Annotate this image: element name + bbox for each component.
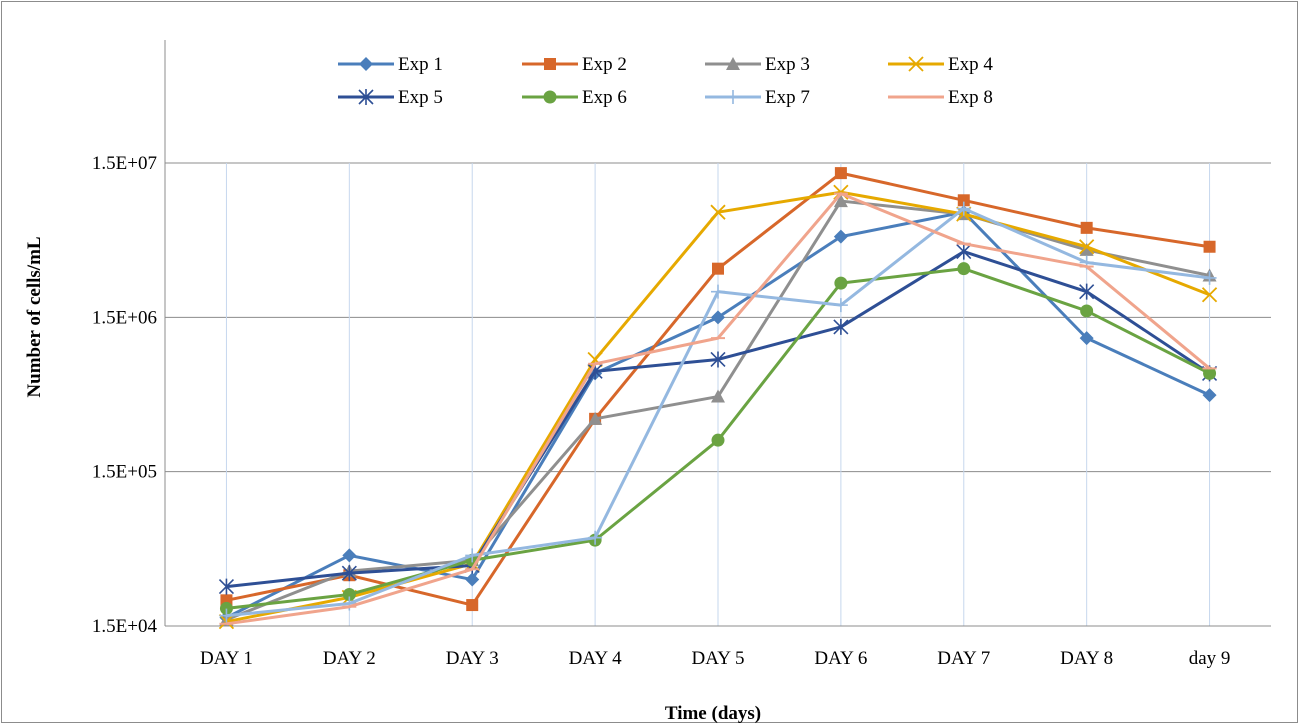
legend: Exp 1 Exp 2 Exp 3 Exp 4 Exp 5 Exp 6 Exp 7 Exp 8 — [338, 54, 993, 108]
data-point — [956, 243, 972, 260]
data-point — [711, 433, 725, 447]
x-tick-label: DAY 4 — [569, 648, 622, 669]
legend-label: Exp 3 — [765, 54, 810, 75]
data-point — [1080, 304, 1094, 318]
x-tick-label: DAY 2 — [323, 648, 376, 669]
legend-marker — [543, 90, 557, 104]
legend-item: Exp 6 — [522, 87, 627, 108]
data-point — [1203, 366, 1217, 380]
data-point — [588, 411, 603, 425]
x-axis-title: Time (days) — [665, 703, 761, 724]
data-point — [712, 262, 724, 275]
data-point — [219, 601, 233, 615]
series-exp-8 — [219, 192, 1217, 626]
data-point — [1079, 331, 1094, 346]
data-point — [710, 204, 726, 220]
legend-item: Exp 3 — [705, 54, 810, 75]
data-point — [465, 548, 480, 563]
y-tick-label: 1.5E+05 — [92, 462, 157, 483]
series — [218, 167, 1218, 630]
data-point — [466, 599, 479, 612]
y-axis-title: Number of cells/mL — [24, 236, 45, 397]
legend-label: Exp 7 — [765, 87, 810, 108]
data-point — [1202, 270, 1217, 285]
data-point — [957, 194, 970, 207]
y-tick-label: 1.5E+04 — [92, 616, 158, 637]
legend-label: Exp 2 — [582, 54, 627, 75]
x-tick-label: DAY 5 — [692, 648, 745, 669]
legend-label: Exp 1 — [398, 54, 443, 75]
x-tick-label: DAY 8 — [1060, 648, 1113, 669]
legend-item: Exp 7 — [705, 87, 810, 108]
data-point — [833, 229, 848, 244]
legend-marker — [726, 57, 740, 70]
data-point — [465, 572, 480, 587]
data-point — [833, 298, 848, 313]
legend-item: Exp 5 — [338, 87, 443, 108]
x-tick-label: day 9 — [1189, 648, 1231, 669]
data-point — [957, 262, 971, 276]
data-point — [833, 318, 849, 335]
data-point — [711, 284, 725, 299]
data-point — [1079, 283, 1095, 300]
legend-label: Exp 8 — [948, 87, 993, 108]
x-tick-label: DAY 6 — [814, 648, 867, 669]
legend-item: Exp 1 — [338, 54, 443, 75]
legend-item: Exp 2 — [522, 54, 627, 75]
data-point — [1203, 240, 1216, 253]
data-point — [834, 167, 847, 180]
data-point — [342, 587, 356, 601]
series-exp-6 — [219, 262, 1217, 615]
data-point — [342, 548, 357, 563]
data-point — [341, 565, 357, 582]
x-tick-label: DAY 1 — [200, 648, 253, 669]
data-point — [1079, 239, 1095, 255]
x-tick-label: DAY 7 — [937, 648, 990, 669]
data-point — [218, 578, 235, 595]
data-point — [588, 530, 603, 545]
axes: 1.5E+04 1.5E+05 1.5E+06 1.5E+07 DAY 1 DAY 2 DA… — [92, 40, 1271, 669]
data-point — [956, 201, 971, 216]
legend-marker — [726, 90, 740, 104]
series-exp-7 — [219, 201, 1217, 623]
y-tick-label: 1.5E+07 — [92, 153, 157, 174]
legend-marker — [544, 58, 556, 70]
data-point — [1202, 388, 1217, 403]
data-point — [834, 276, 848, 290]
legend-marker — [358, 89, 374, 105]
legend-item: Exp 8 — [888, 87, 993, 108]
data-point — [219, 608, 234, 623]
x-tick-label: DAY 3 — [446, 648, 499, 669]
data-point — [1201, 287, 1218, 303]
y-tick-label: 1.5E+06 — [92, 307, 157, 328]
data-point — [711, 389, 725, 403]
data-point — [710, 351, 726, 368]
data-point — [833, 194, 848, 208]
data-point — [1080, 221, 1093, 234]
legend-marker — [908, 56, 924, 72]
data-point — [1079, 242, 1094, 256]
legend-label: Exp 4 — [948, 54, 993, 75]
legend-label: Exp 6 — [582, 87, 627, 108]
data-point — [711, 310, 725, 325]
legend-item: Exp 4 — [888, 54, 993, 75]
legend-label: Exp 5 — [398, 87, 443, 108]
legend-marker — [359, 57, 373, 71]
